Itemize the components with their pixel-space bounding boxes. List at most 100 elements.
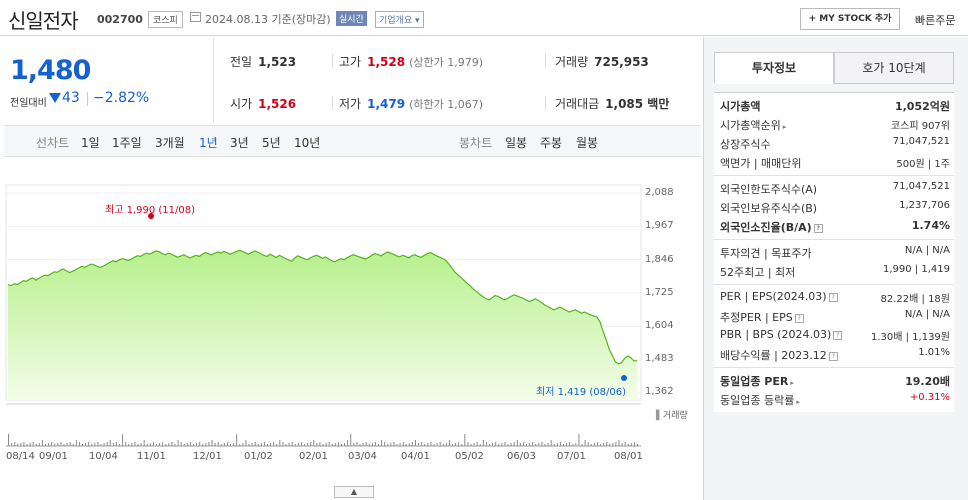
volume-bar (516, 440, 518, 446)
volume-bar (236, 434, 238, 446)
volume-bar (54, 444, 56, 446)
expand-chart-button[interactable]: ▲ (334, 486, 374, 498)
volume-bar (66, 443, 68, 446)
help-icon[interactable]: ? (828, 293, 838, 302)
volume-bar (522, 442, 524, 446)
tab-invest-info[interactable]: 투자정보 (714, 52, 834, 84)
help-icon[interactable]: ? (813, 224, 823, 233)
volume-bar (214, 443, 216, 446)
volume-bar (205, 443, 207, 446)
volume-bar (381, 440, 383, 446)
volume-bar (553, 444, 555, 446)
volume-bar (165, 444, 167, 446)
volume-bar (125, 442, 127, 446)
volume-bar (300, 442, 302, 446)
volume-bar (328, 442, 330, 446)
base-date: 2024.08.13 기준(장마감) (205, 13, 331, 26)
tab-5y[interactable]: 5년 (262, 136, 281, 150)
market-badge: 코스피 (148, 11, 183, 28)
volume-bar (211, 440, 213, 446)
x-tick-label: 08/14 (6, 451, 35, 462)
help-icon[interactable]: ? (833, 331, 843, 340)
volume-bar (544, 444, 546, 446)
volume-bar (415, 440, 416, 446)
volume-bar (461, 444, 463, 446)
line-chart-label: 선차트 (36, 136, 70, 150)
volume-bar (445, 443, 447, 446)
volume-bar (627, 444, 629, 446)
company-overview-dropdown[interactable]: 기업개요 ▾ (375, 11, 424, 28)
stock-name: 신일전자 (8, 9, 79, 33)
volume-bar (424, 444, 426, 446)
valuation-section: PER | EPS(2024.03)? 82.22배 | 18원 추정PER | … (714, 285, 954, 368)
volume-bar (356, 442, 358, 446)
volume-bar (8, 434, 9, 446)
volume-bar (603, 443, 605, 446)
tab-10y[interactable]: 10년 (294, 136, 321, 150)
high-price: 고가 1,528 (상한가 1,979) (339, 55, 483, 69)
volume-bar (532, 442, 534, 446)
right-tabs: 투자정보 호가 10단계 (714, 52, 954, 84)
x-tick-label: 04/01 (401, 451, 430, 462)
tab-order-book[interactable]: 호가 10단계 (834, 52, 954, 84)
volume-bar (38, 443, 40, 446)
x-tick-label: 08/01 (614, 451, 643, 462)
volume-bar (199, 442, 201, 446)
tab-1w[interactable]: 1주일 (112, 136, 142, 150)
volume-bar (137, 444, 139, 446)
tab-3m[interactable]: 3개월 (155, 136, 185, 150)
volume-bar (41, 440, 43, 446)
info-row: 상장주식수 71,047,521 (720, 136, 950, 151)
volume-bar (72, 444, 74, 446)
volume-bar (230, 444, 231, 446)
volume-bar (566, 443, 568, 446)
price-change-percent: −2.82% (93, 90, 150, 106)
tab-monthly[interactable]: 월봉 (576, 136, 599, 150)
volume-bar (69, 442, 71, 446)
volume-bar (226, 442, 228, 446)
stock-header: 신일전자 002700 코스피 2024.08.13 기준(장마감) 실시간 기… (0, 0, 968, 36)
tab-1y[interactable]: 1년 (199, 136, 218, 150)
chevron-down-icon: ▾ (415, 16, 420, 26)
volume-bar (578, 434, 580, 446)
volume-bar (245, 440, 247, 446)
info-row: 외국인한도주식수(A) 71,047,521 (720, 181, 950, 196)
info-row: 동일업종 PER ▸ 19.20배 (720, 375, 950, 388)
tab-1d[interactable]: 1일 (81, 136, 100, 150)
x-tick-label: 03/04 (348, 451, 377, 462)
volume-bar (115, 442, 117, 446)
volume-bar (220, 444, 222, 446)
min-point-marker (621, 375, 627, 381)
volume-bar (427, 443, 429, 446)
volume-bar (75, 440, 77, 446)
volume-bar (196, 443, 198, 446)
volume-bar (131, 443, 133, 446)
help-icon[interactable]: ? (794, 314, 804, 323)
volume-bar (347, 440, 349, 446)
tab-weekly[interactable]: 주봉 (540, 136, 563, 150)
volume-bar (510, 443, 512, 446)
tab-daily[interactable]: 일봉 (505, 136, 528, 150)
help-icon[interactable]: ? (828, 352, 838, 361)
volume-bar (32, 442, 34, 446)
volume-bar (183, 444, 185, 446)
foreign-section: 외국인한도주식수(A) 71,047,521 외국인보유주식수(B) 1,237,7… (714, 176, 954, 240)
x-tick-label: 12/01 (193, 451, 222, 462)
volume-bar (17, 444, 19, 446)
info-row: 외국인소진율(B/A)? 1.74% (720, 219, 950, 234)
quick-order-link[interactable]: 빠른주문 (915, 14, 956, 27)
volume-bar (171, 442, 173, 446)
volume-bar (362, 443, 364, 446)
volume-bar (621, 443, 623, 446)
volume-bar (334, 443, 336, 446)
volume-bar (97, 442, 99, 446)
add-my-stock-button[interactable]: + MY STOCK 추가 (800, 8, 900, 30)
tab-3y[interactable]: 3년 (230, 136, 249, 150)
volume-bar (368, 444, 370, 446)
volume-bar (596, 442, 598, 446)
x-tick-label: 01/02 (244, 451, 273, 462)
volume-bar (122, 434, 124, 446)
volume-bar (313, 440, 315, 446)
realtime-badge[interactable]: 실시간 (336, 11, 367, 26)
volume-bar (29, 443, 31, 446)
